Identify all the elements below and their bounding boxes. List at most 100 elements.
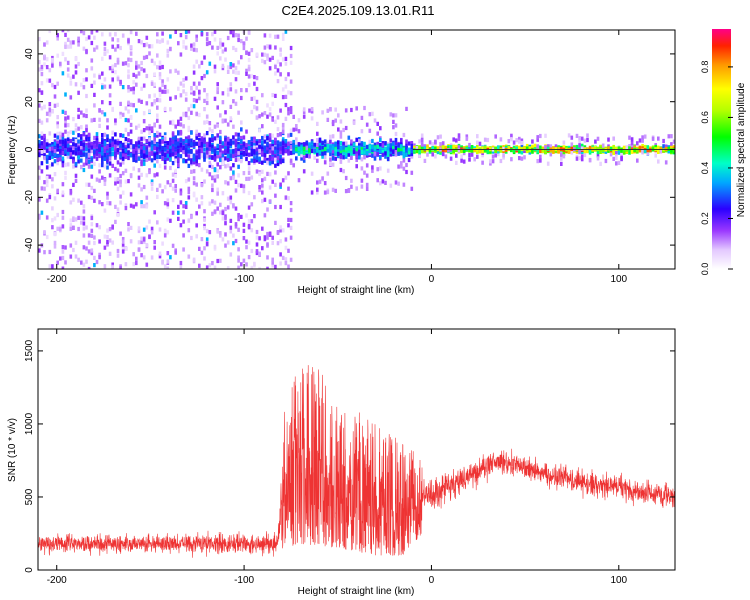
spectrogram-cell bbox=[195, 182, 198, 187]
spectrogram-cell bbox=[64, 41, 67, 46]
spectrogram-cell bbox=[93, 150, 96, 155]
spectrogram-cell bbox=[226, 196, 230, 201]
spectrogram-cell bbox=[161, 89, 164, 94]
spectrogram-cell bbox=[289, 60, 293, 65]
spectrogram-cell bbox=[483, 145, 487, 150]
spectrogram-cell bbox=[234, 33, 238, 38]
spectrogram-cell bbox=[570, 142, 574, 147]
spectrogram-cell bbox=[153, 210, 156, 215]
spectrogram-cell bbox=[158, 132, 162, 137]
spectrogram-cell bbox=[87, 137, 91, 142]
spectrogram-cell bbox=[184, 35, 188, 40]
spectrogram-cell bbox=[106, 195, 109, 200]
spectrogram-cell bbox=[64, 57, 67, 62]
spectrogram-cell bbox=[66, 67, 70, 72]
spectrogram-cell bbox=[124, 206, 128, 211]
spectrogram-cell bbox=[169, 218, 172, 223]
spectrogram-cell bbox=[66, 115, 70, 120]
spectrogram-cell bbox=[268, 149, 272, 154]
spectrogram-cell bbox=[494, 146, 497, 151]
spectrogram-cell bbox=[279, 261, 282, 266]
spectrogram-cell bbox=[342, 149, 345, 154]
spectrogram-cell bbox=[468, 145, 471, 150]
spectrogram-cell bbox=[376, 121, 379, 126]
spectrogram-cell bbox=[612, 144, 615, 150]
spectrogram-cell bbox=[615, 155, 618, 160]
spectrogram-cell bbox=[69, 243, 73, 248]
spectrogram-cell bbox=[101, 110, 104, 115]
spectrogram-cell bbox=[192, 181, 196, 186]
spectrogram-cell bbox=[237, 213, 240, 218]
spectrogram-cell bbox=[177, 70, 180, 75]
spectrogram-cell bbox=[360, 115, 364, 120]
spectrogram-cell bbox=[494, 148, 497, 153]
spectrogram-cell bbox=[337, 151, 340, 156]
spectrogram-cell bbox=[205, 237, 209, 242]
spectrogram-cell bbox=[198, 263, 201, 268]
spectrogram-cell bbox=[135, 142, 138, 147]
spectrogram-cell bbox=[51, 146, 54, 151]
spectrogram-cell bbox=[43, 250, 46, 255]
spectrogram-cell bbox=[376, 178, 379, 183]
spectrogram-cell bbox=[630, 143, 634, 148]
spectrogram-cell bbox=[192, 139, 196, 145]
spectrogram-cell bbox=[161, 189, 164, 194]
spectrogram-cell bbox=[326, 190, 330, 195]
spectrogram-cell bbox=[263, 149, 267, 154]
spectrogram-cell bbox=[153, 61, 156, 66]
spectrogram-cell bbox=[489, 161, 492, 166]
spectrogram-cell bbox=[358, 139, 361, 144]
spectrogram-cell bbox=[389, 112, 393, 117]
spectrogram-cell bbox=[174, 151, 177, 156]
spectrogram-cell bbox=[441, 145, 445, 150]
spectrogram-cell bbox=[268, 137, 272, 142]
spectrogram-cell bbox=[342, 141, 345, 146]
spectrogram-cell bbox=[276, 127, 280, 132]
spectrogram-cell bbox=[310, 148, 314, 154]
spectrogram-cell bbox=[371, 168, 374, 173]
spectrogram-cell bbox=[77, 139, 80, 144]
spectrogram-cell bbox=[77, 226, 80, 232]
spectrogram-cell bbox=[261, 148, 264, 154]
spectrogram-cell bbox=[190, 169, 193, 174]
spectrogram-cell bbox=[242, 189, 246, 194]
spectrogram-cell bbox=[261, 112, 264, 117]
spectrogram-cell bbox=[161, 139, 164, 144]
spectrogram-cell bbox=[205, 154, 209, 159]
spectrogram-cell bbox=[59, 152, 62, 157]
spectrogram-cell bbox=[101, 137, 104, 142]
spectrogram-cell bbox=[316, 121, 319, 126]
spectrogram-cell bbox=[234, 65, 238, 71]
spectrogram-cell bbox=[108, 55, 112, 60]
spectrogram-cell bbox=[140, 129, 143, 134]
spectrogram-cell bbox=[195, 48, 198, 53]
spectrogram-cell bbox=[116, 60, 120, 65]
spectrogram-cell bbox=[234, 224, 238, 229]
spectrogram-cell bbox=[153, 146, 156, 151]
spectrogram-cell bbox=[137, 98, 141, 103]
spectrogram-cell bbox=[360, 129, 364, 134]
spectrogram-cell bbox=[208, 201, 212, 206]
spectrogram-cell bbox=[384, 180, 387, 185]
spectrogram-cell bbox=[646, 148, 650, 153]
spectrogram-cell bbox=[80, 165, 83, 170]
spectrogram-cell bbox=[560, 152, 563, 157]
spectrogram-cell bbox=[98, 200, 101, 205]
spectrogram-cell bbox=[397, 148, 400, 153]
spectrogram-cell bbox=[119, 143, 122, 148]
spectrogram-cell bbox=[426, 152, 429, 157]
spectrogram-cell bbox=[103, 245, 107, 250]
spectrogram-cell bbox=[578, 136, 581, 141]
spectrogram-cell bbox=[460, 158, 463, 163]
colorbar-tick-label: 0.8 bbox=[700, 61, 710, 74]
spectrogram-cell bbox=[116, 150, 120, 155]
spectrogram-cell bbox=[240, 95, 243, 101]
spectrogram-cell bbox=[224, 137, 227, 142]
spectrogram-cell bbox=[641, 146, 644, 151]
spectrogram-cell bbox=[148, 234, 151, 240]
spectrogram-cell bbox=[192, 42, 196, 47]
spectrogram-cell bbox=[38, 134, 41, 139]
spectrogram-cell bbox=[245, 129, 248, 134]
spectrogram-cell bbox=[203, 98, 206, 103]
